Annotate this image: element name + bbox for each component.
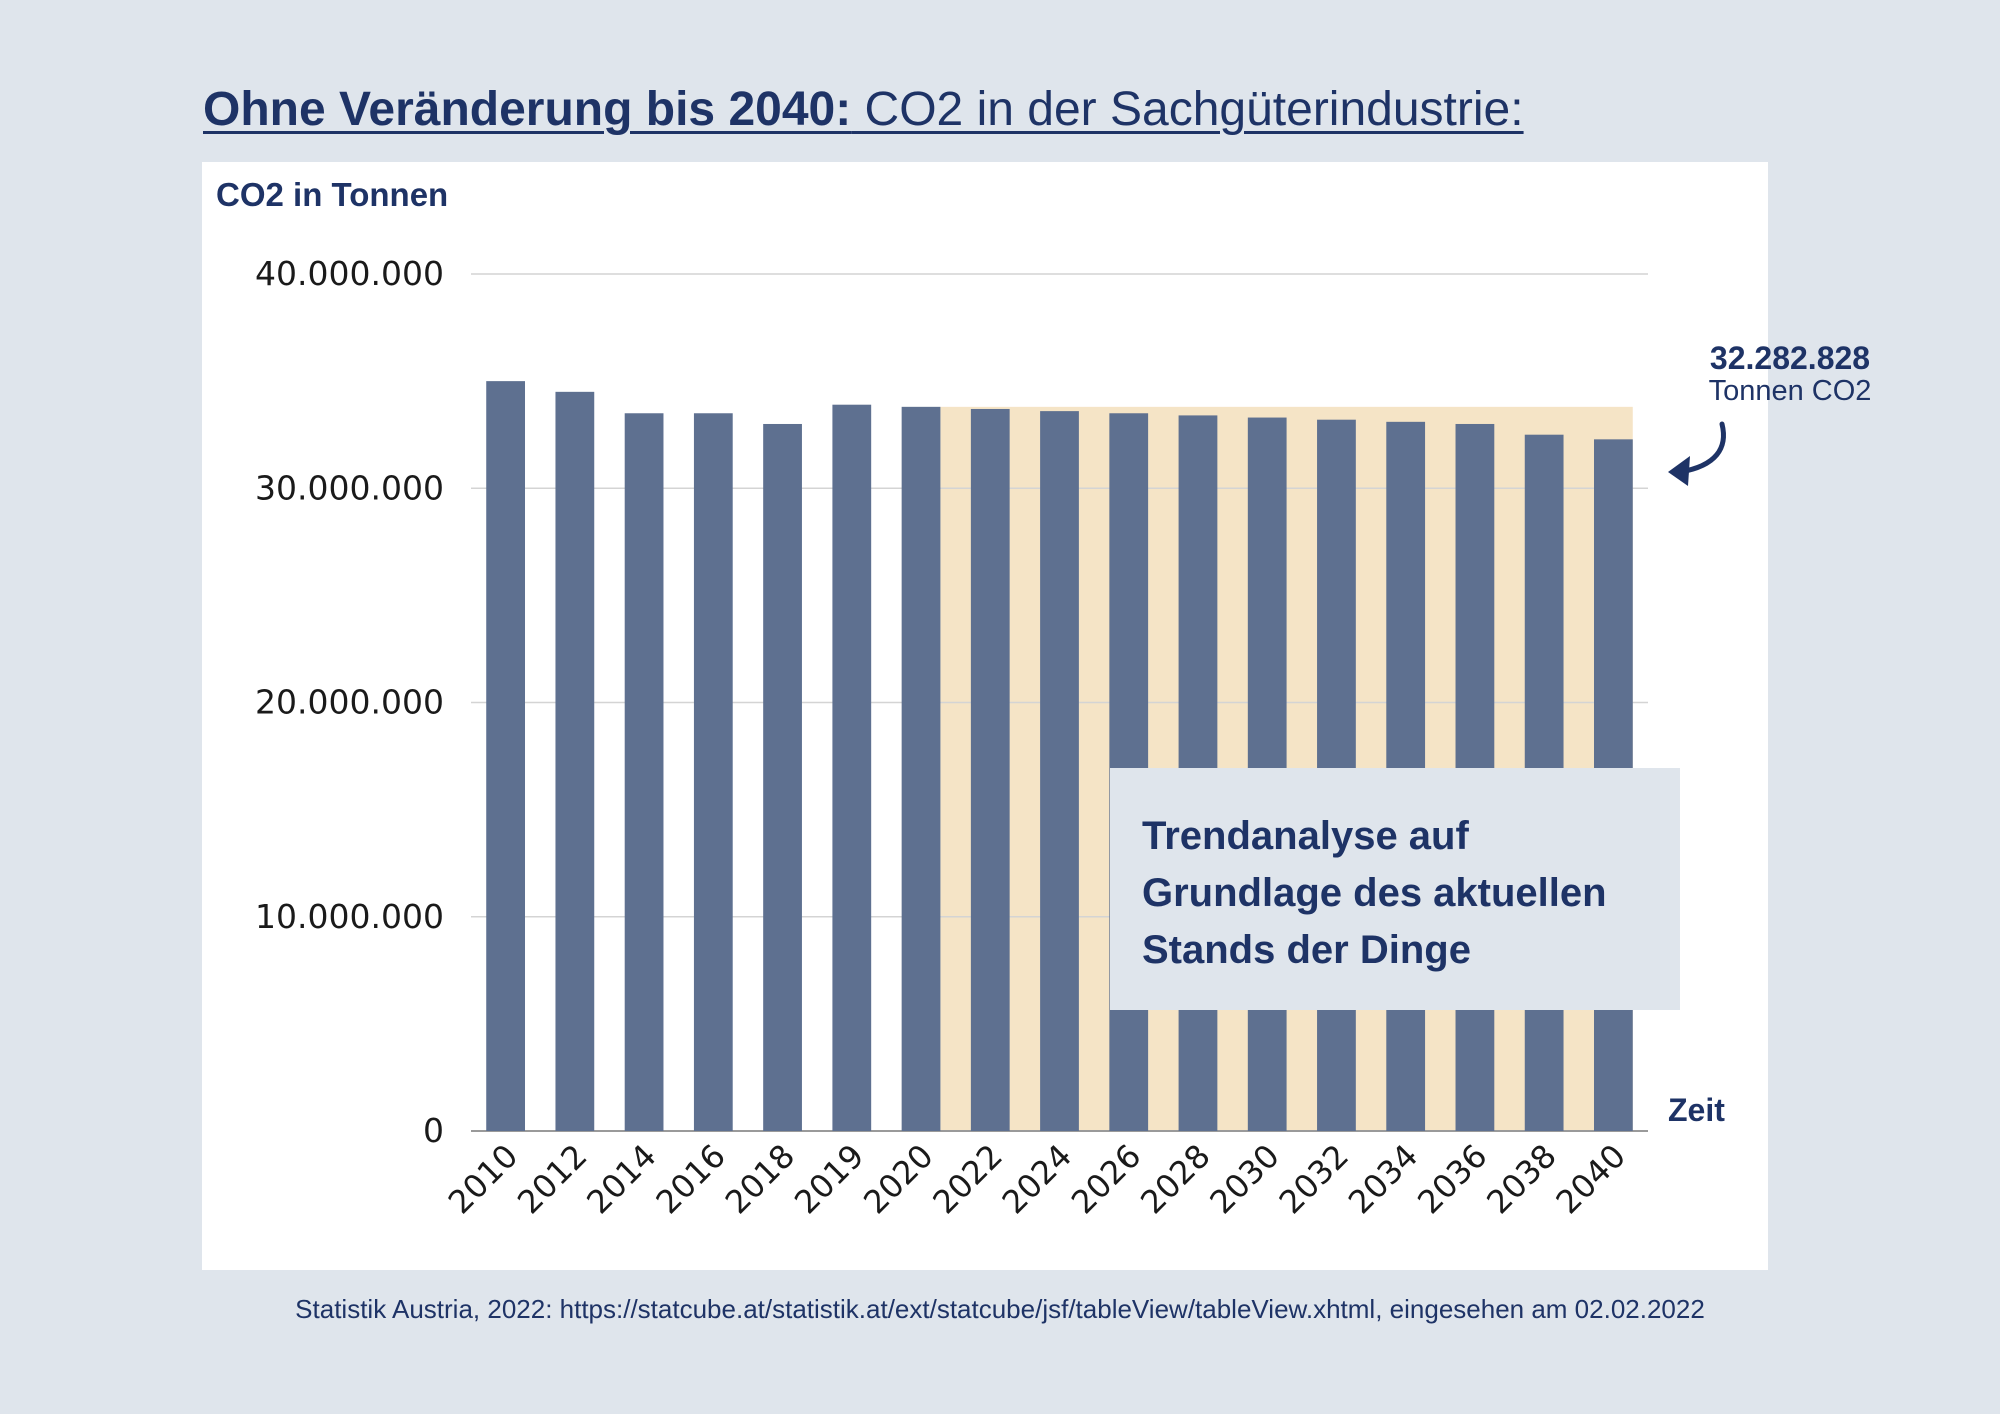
x-tick-label: 2028: [1133, 1137, 1217, 1221]
x-tick-label: 2022: [925, 1137, 1009, 1221]
x-tick-label: 2026: [1064, 1137, 1148, 1221]
y-tick-label: 20.000.000: [255, 683, 444, 722]
x-tick-label: 2036: [1410, 1137, 1494, 1221]
end-value-unit: Tonnen CO2: [1708, 375, 1872, 407]
source-citation: Statistik Austria, 2022: https://statcub…: [295, 1294, 1705, 1324]
x-tick-label: 2016: [649, 1137, 733, 1221]
x-tick-label: 2032: [1272, 1137, 1356, 1221]
x-tick-label: 2012: [510, 1137, 594, 1221]
bar: [624, 413, 664, 1131]
bar: [555, 391, 595, 1131]
arrow-icon: [1677, 421, 1726, 475]
arrow-head-icon: [1668, 456, 1690, 486]
x-tick-label: 2024: [995, 1137, 1079, 1221]
y-tick-label: 0: [423, 1111, 444, 1150]
x-tick-label: 2030: [1202, 1137, 1286, 1221]
end-value-number: 32.282.828: [1709, 340, 1871, 376]
x-tick-label: 2020: [856, 1137, 940, 1221]
y-tick-label: 40.000.000: [255, 254, 444, 293]
bar: [763, 423, 802, 1132]
end-value-callout: 32.282.828 Tonnen CO2: [1680, 340, 1900, 408]
chart-title: Ohne Veränderung bis 2040: CO2 in der Sa…: [203, 82, 1524, 137]
bar: [486, 381, 526, 1131]
y-tick-label: 10.000.000: [255, 897, 444, 936]
bar: [970, 408, 1010, 1131]
x-tick-label: 2019: [787, 1137, 871, 1221]
x-tick-label: 2010: [441, 1137, 525, 1221]
x-tick-label: 2034: [1341, 1137, 1425, 1221]
trend-analysis-note: Trendanalyse auf Grundlage des aktuellen…: [1110, 768, 1680, 1010]
y-tick-label: 30.000.000: [255, 468, 444, 507]
bar: [1040, 411, 1079, 1131]
x-tick-label: 2014: [579, 1137, 663, 1221]
x-tick-label: 2040: [1549, 1137, 1633, 1221]
bar: [901, 406, 941, 1132]
x-tick-label: 2038: [1479, 1137, 1563, 1221]
bar: [693, 413, 733, 1131]
y-axis-label: CO2 in Tonnen: [216, 176, 449, 213]
x-axis-label: Zeit: [1668, 1092, 1725, 1128]
chart-title-rest: CO2 in der Sachgüterindustrie:: [851, 83, 1524, 136]
bar: [832, 404, 872, 1131]
chart-title-bold: Ohne Veränderung bis 2040:: [203, 83, 852, 136]
x-tick-label: 2018: [718, 1137, 802, 1221]
